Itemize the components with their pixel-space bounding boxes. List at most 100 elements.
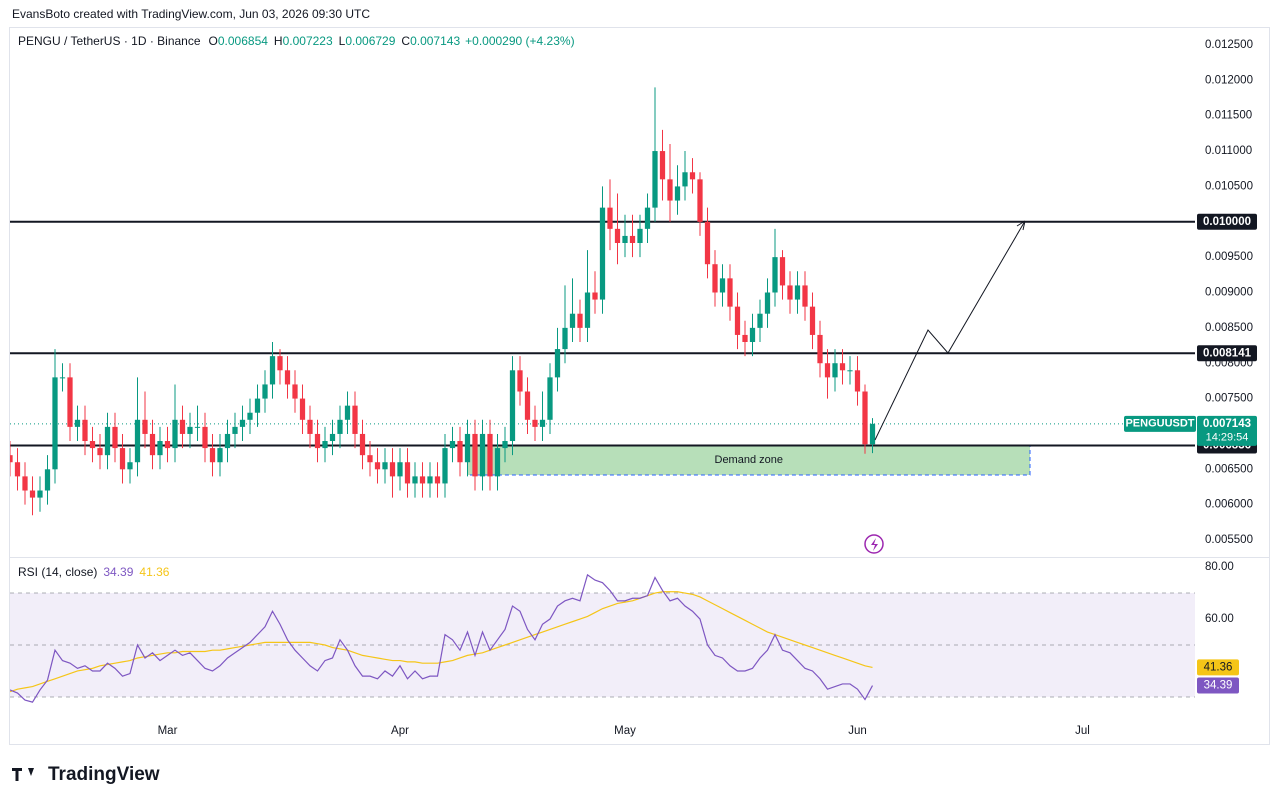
candle-body bbox=[322, 441, 328, 449]
candle-body bbox=[52, 377, 58, 470]
rsi-line bbox=[10, 573, 874, 703]
candle-body bbox=[367, 455, 373, 463]
value-tag-label: 41.36 bbox=[1204, 661, 1233, 673]
candle-body bbox=[104, 426, 111, 456]
legend-key: L bbox=[339, 34, 346, 48]
candle-body bbox=[82, 419, 88, 442]
candle-body bbox=[29, 490, 36, 498]
candle-body bbox=[742, 334, 748, 343]
level-tag-label: 0.008141 bbox=[1203, 347, 1252, 359]
candle-body bbox=[577, 313, 583, 328]
candle-body bbox=[112, 426, 118, 449]
y-tick-label: 0.006000 bbox=[1205, 499, 1253, 511]
candle-body bbox=[502, 441, 508, 449]
candle-body bbox=[562, 327, 568, 350]
candle-body bbox=[352, 405, 358, 434]
candle-body bbox=[719, 278, 726, 293]
rsi-line bbox=[10, 591, 873, 693]
candle-body bbox=[97, 448, 103, 456]
zone-label: Demand zone bbox=[715, 454, 784, 466]
arrow-head bbox=[1016, 220, 1026, 231]
candle-body bbox=[217, 448, 223, 463]
candle-body bbox=[254, 398, 261, 413]
brand-logo bbox=[12, 768, 34, 781]
candle-body bbox=[607, 207, 613, 229]
frame bbox=[9, 27, 1270, 745]
candle-body bbox=[239, 419, 246, 427]
candle-body bbox=[637, 228, 643, 243]
candle-body bbox=[487, 433, 493, 477]
candle-body bbox=[547, 377, 553, 420]
y-tick-label: 0.009500 bbox=[1205, 251, 1253, 263]
candle-body bbox=[794, 285, 801, 300]
candle-body bbox=[779, 257, 786, 286]
y-tick-label: 0.009000 bbox=[1205, 287, 1253, 299]
legend-change: +0.000290 (+4.23%) bbox=[465, 34, 574, 48]
candle-body bbox=[382, 462, 388, 470]
candle-body bbox=[299, 398, 306, 420]
candle-body bbox=[404, 462, 411, 484]
x-tick-label: Apr bbox=[391, 725, 409, 737]
candle-body bbox=[517, 370, 523, 392]
candle-body bbox=[862, 391, 868, 445]
rsi-tick-label: 80.00 bbox=[1205, 561, 1234, 573]
candle-body bbox=[644, 207, 651, 229]
candle-body bbox=[787, 285, 793, 300]
candle-body bbox=[67, 377, 73, 427]
candle-body bbox=[532, 419, 538, 427]
level-tag-label: 0.010000 bbox=[1203, 216, 1251, 228]
rsi-name: RSI (14, close) bbox=[18, 565, 97, 579]
candle-body bbox=[434, 476, 441, 484]
candle-body bbox=[142, 419, 148, 434]
candle-body bbox=[832, 363, 838, 378]
candle-body bbox=[449, 441, 456, 449]
candle-body bbox=[569, 313, 576, 328]
value-tag bbox=[1197, 659, 1239, 676]
candle-body bbox=[10, 455, 13, 463]
rsi-title: RSI (14, close) 34.39 41.36 bbox=[18, 565, 170, 579]
candle-body bbox=[539, 419, 546, 427]
candle-body bbox=[314, 433, 321, 449]
candle-body bbox=[854, 370, 861, 392]
candle-body bbox=[389, 462, 396, 477]
value-tag bbox=[1197, 677, 1239, 694]
candle-body bbox=[847, 370, 853, 372]
level-tag bbox=[1197, 345, 1257, 362]
legend-value: 0.006729 bbox=[345, 34, 395, 48]
candle-body bbox=[464, 433, 471, 463]
candle-body bbox=[764, 292, 771, 314]
candle-body bbox=[659, 151, 666, 180]
candle-body bbox=[757, 313, 763, 328]
candle-body bbox=[817, 334, 823, 364]
candle-body bbox=[682, 172, 688, 187]
candle-body bbox=[134, 419, 141, 463]
y-tick-label: 0.011000 bbox=[1205, 145, 1252, 157]
candle-body bbox=[119, 448, 126, 470]
candle-body bbox=[824, 363, 831, 378]
candle-body bbox=[22, 476, 28, 491]
candle-body bbox=[419, 476, 426, 484]
candle-body bbox=[599, 207, 606, 300]
legend-value: 0.007143 bbox=[410, 34, 460, 48]
x-tick-label: Jul bbox=[1075, 725, 1090, 737]
candle-body bbox=[179, 419, 186, 434]
candle-body bbox=[622, 235, 628, 243]
candle-body bbox=[247, 412, 253, 420]
candle-body bbox=[427, 476, 433, 484]
candle-body bbox=[232, 426, 238, 434]
demand-zone bbox=[467, 445, 1031, 476]
candle-body bbox=[269, 356, 276, 385]
candle-body bbox=[592, 292, 598, 300]
candle-body bbox=[307, 419, 313, 434]
candle-body bbox=[689, 172, 696, 180]
event-icon[interactable] bbox=[864, 534, 884, 554]
x-tick-label: Jun bbox=[848, 725, 867, 737]
legend: PENGU / TetherUS · 1D · Binance O0.006854… bbox=[18, 34, 575, 48]
legend-key: H bbox=[274, 34, 283, 48]
event-bolt bbox=[871, 538, 878, 551]
candle-body bbox=[209, 448, 216, 463]
candle-body bbox=[337, 419, 343, 434]
y-tick-label: 0.012500 bbox=[1205, 39, 1253, 51]
candle-body bbox=[772, 257, 778, 293]
